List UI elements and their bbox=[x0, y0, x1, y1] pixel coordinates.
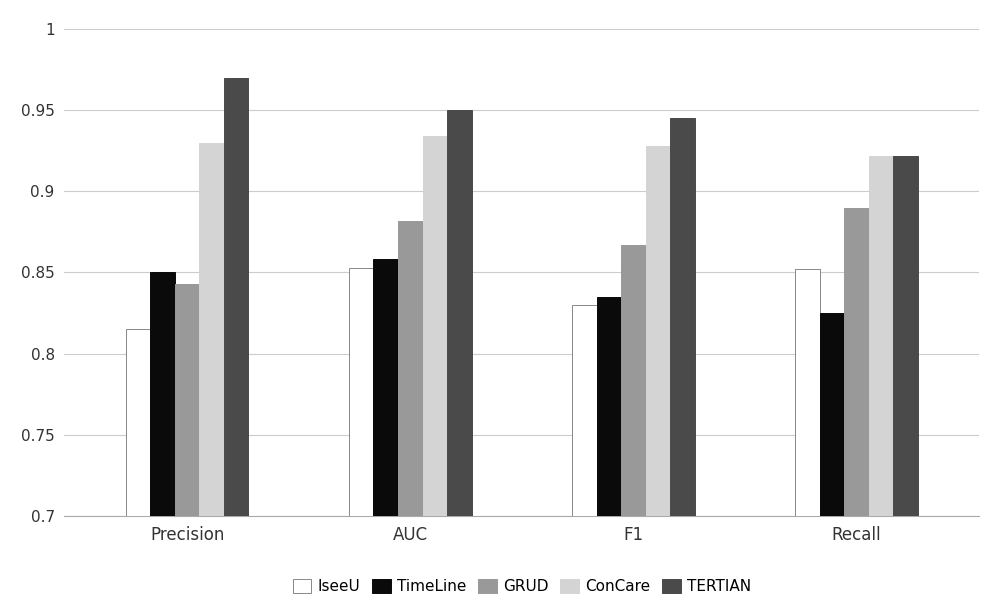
Bar bbox=[670, 118, 695, 516]
Bar bbox=[869, 155, 893, 516]
Bar bbox=[597, 297, 621, 516]
Bar bbox=[398, 220, 423, 516]
Bar bbox=[126, 329, 150, 516]
Bar bbox=[893, 155, 918, 516]
Legend: IseeU, TimeLine, GRUD, ConCare, TERTIAN: IseeU, TimeLine, GRUD, ConCare, TERTIAN bbox=[287, 573, 757, 600]
Bar bbox=[373, 259, 398, 516]
Bar bbox=[224, 78, 248, 516]
Bar bbox=[150, 273, 175, 516]
Bar bbox=[820, 313, 844, 516]
Bar bbox=[844, 208, 869, 516]
Bar bbox=[572, 305, 597, 516]
Bar bbox=[349, 268, 373, 516]
Bar bbox=[621, 245, 646, 516]
Bar bbox=[175, 284, 199, 516]
Bar bbox=[646, 146, 670, 516]
Bar bbox=[447, 110, 472, 516]
Bar bbox=[199, 143, 224, 516]
Bar bbox=[795, 269, 820, 516]
Bar bbox=[423, 136, 447, 516]
